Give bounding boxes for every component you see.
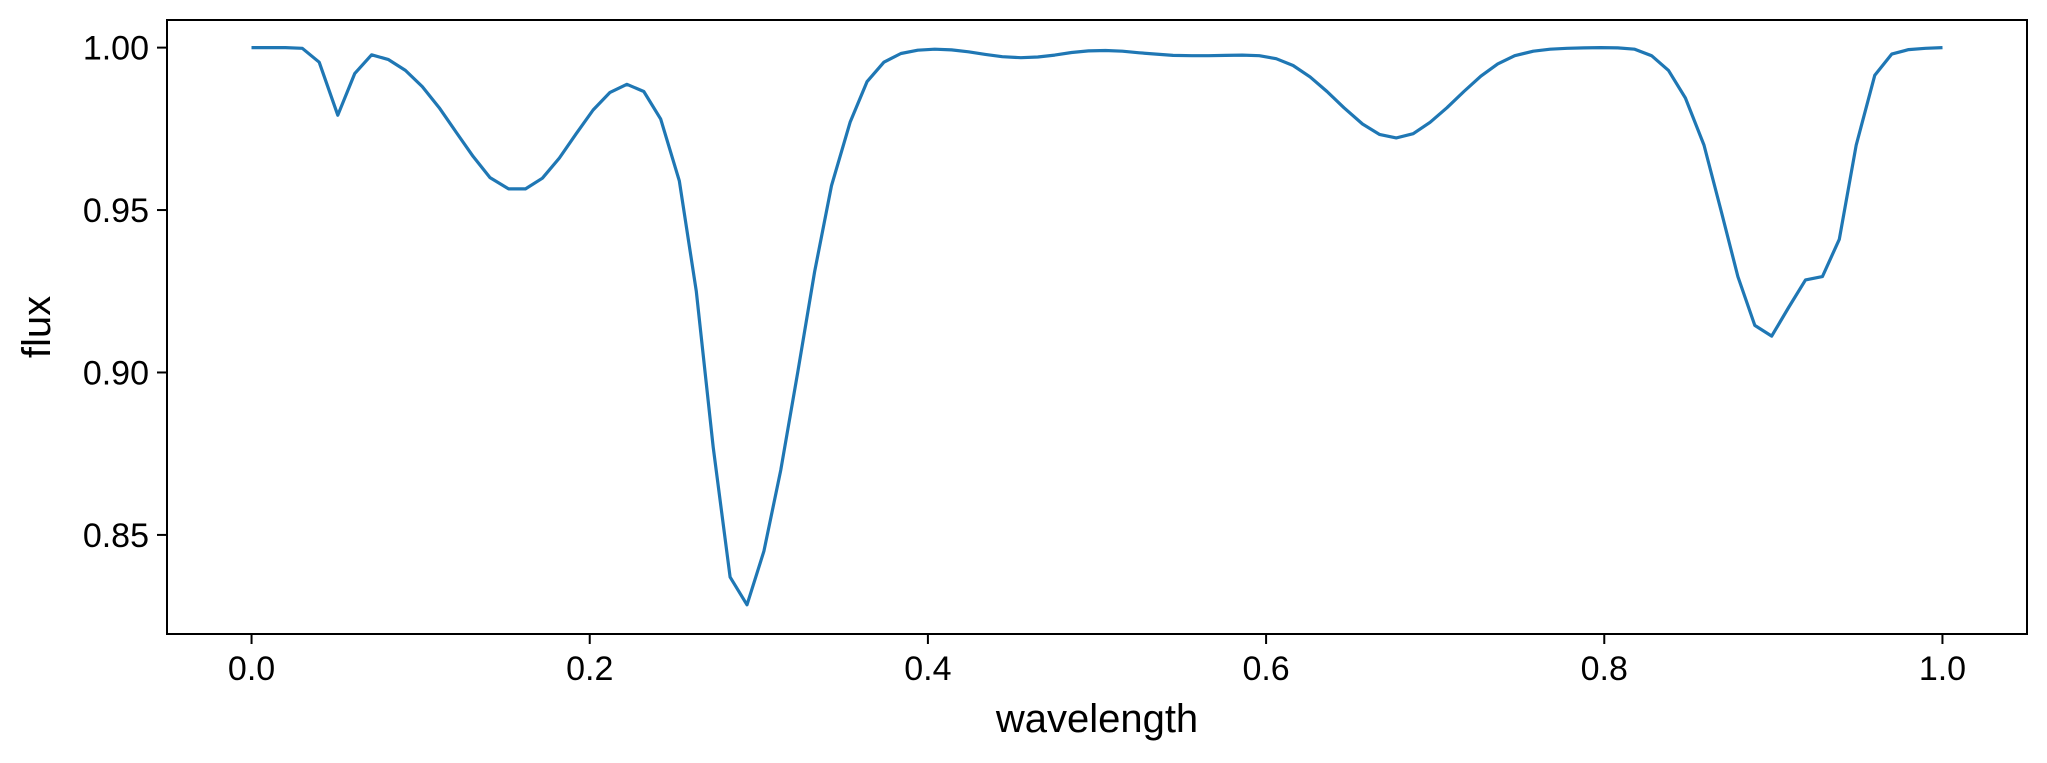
x-tick-label: 0.8: [1581, 650, 1628, 688]
y-tick-label: 0.90: [83, 354, 149, 392]
y-tick-label: 0.95: [83, 192, 149, 230]
x-tick-label: 0.6: [1242, 650, 1289, 688]
x-tick-label: 0.2: [566, 650, 613, 688]
y-axis-ticks: 0.85 0.90 0.95 1.00: [83, 30, 167, 555]
x-tick-label: 0.0: [228, 650, 275, 688]
flux-series-line: [251, 46, 1943, 607]
plot-frame: [166, 19, 2028, 635]
x-axis-ticks: 0.0 0.2 0.4 0.6 0.8 1.0: [228, 634, 1966, 688]
y-axis-label: flux: [15, 296, 59, 358]
x-axis-label: wavelength: [995, 697, 1198, 741]
y-tick-label: 0.85: [83, 517, 149, 555]
y-tick-label: 1.00: [83, 30, 149, 68]
x-tick-label: 1.0: [1919, 650, 1966, 688]
x-tick-label: 0.4: [904, 650, 951, 688]
